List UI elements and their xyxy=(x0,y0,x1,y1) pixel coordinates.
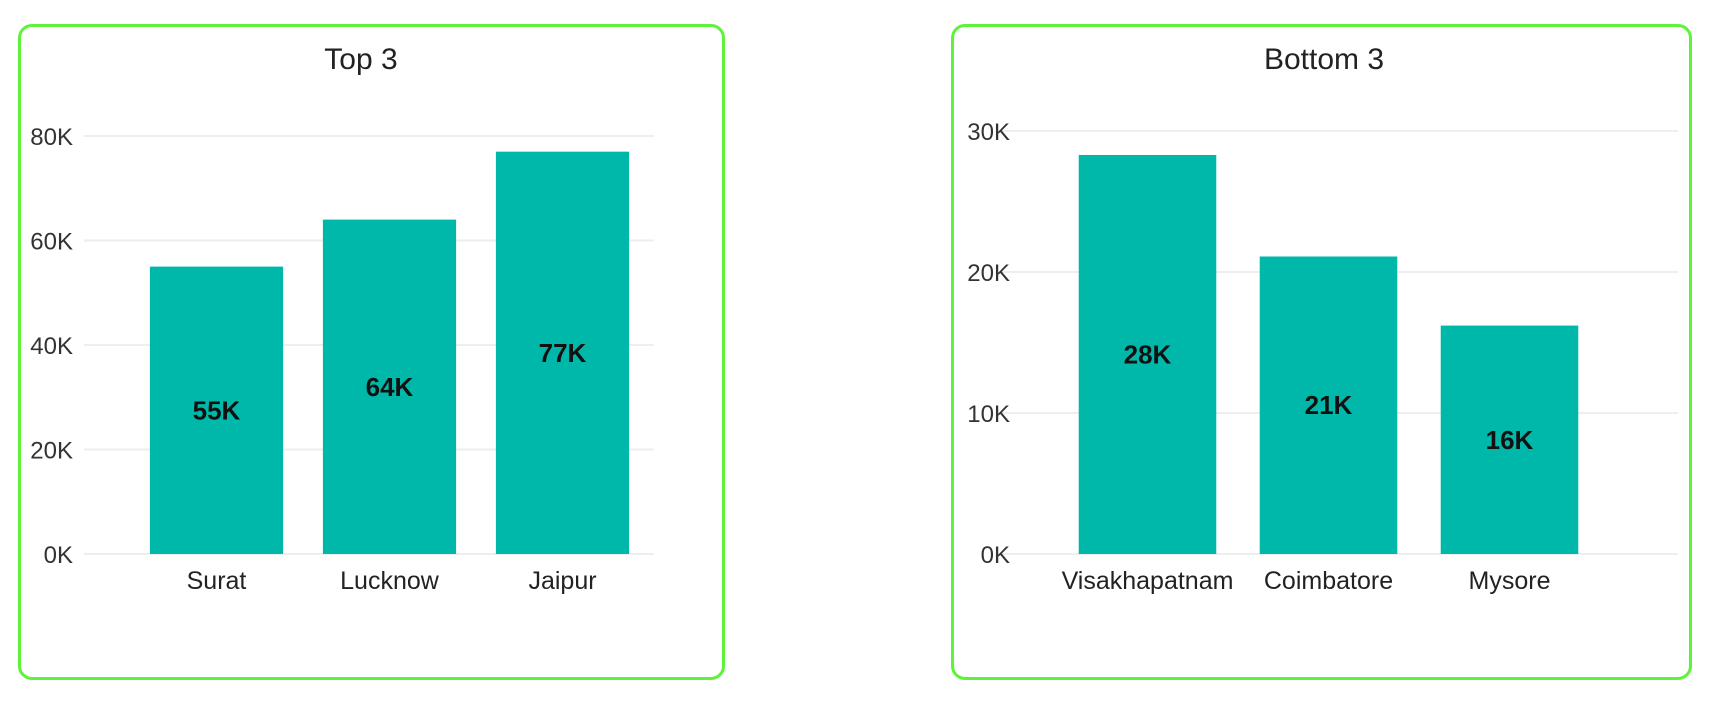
bottom-3-chart: Bottom 3 0K 10K 20K 30K 28K 21K 16K Visakhapa… xyxy=(967,43,1678,595)
x-category-label: Mysore xyxy=(1469,567,1551,595)
bottom-3-chart-card: Bottom 3 0K 10K 20K 30K 28K 21K 16K Visakhapa… xyxy=(951,24,1692,680)
x-category-label: Lucknow xyxy=(340,567,440,595)
bar[interactable] xyxy=(495,151,630,555)
y-tick-label: 20K xyxy=(30,438,73,465)
y-tick-label: 40K xyxy=(30,333,73,360)
x-category-label: Visakhapatnam xyxy=(1062,567,1234,595)
x-category-label: Surat xyxy=(187,567,247,595)
y-tick-label: 0K xyxy=(981,542,1010,569)
y-tick-label: 10K xyxy=(967,401,1010,428)
chart-title: Top 3 xyxy=(324,43,397,76)
bar[interactable] xyxy=(322,219,457,554)
top-3-chart-card: Top 3 0K 20K 40K 60K 80K 55K 64K 77K Surat Luck… xyxy=(18,24,725,680)
data-label: 21K xyxy=(1305,390,1353,420)
y-tick-label: 20K xyxy=(967,260,1010,287)
y-tick-label: 60K xyxy=(30,229,73,256)
data-label: 55K xyxy=(193,395,241,425)
bar[interactable] xyxy=(1259,256,1398,554)
chart-title: Bottom 3 xyxy=(1264,43,1384,76)
x-category-label: Coimbatore xyxy=(1264,567,1393,595)
bar[interactable] xyxy=(149,266,284,554)
bar[interactable] xyxy=(1078,154,1217,554)
bar[interactable] xyxy=(1440,325,1579,554)
data-label: 64K xyxy=(366,372,414,402)
top-3-chart: Top 3 0K 20K 40K 60K 80K 55K 64K 77K Surat Luck… xyxy=(30,43,654,595)
data-label: 77K xyxy=(539,338,587,368)
y-tick-label: 30K xyxy=(967,119,1010,146)
data-label: 28K xyxy=(1124,339,1172,369)
y-tick-label: 80K xyxy=(30,124,73,151)
y-tick-label: 0K xyxy=(44,542,73,569)
x-category-label: Jaipur xyxy=(528,567,596,595)
data-label: 16K xyxy=(1486,425,1534,455)
